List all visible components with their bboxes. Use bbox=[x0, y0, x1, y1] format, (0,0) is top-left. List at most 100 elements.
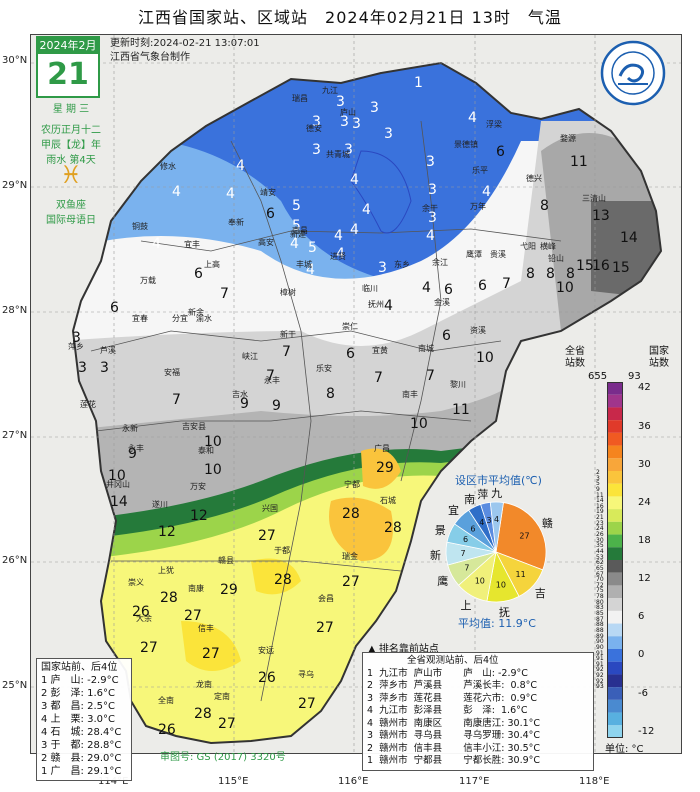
city-label: 乐安 bbox=[316, 364, 332, 373]
legend-tick: 6 bbox=[638, 611, 645, 623]
legend-tick: 0 bbox=[638, 649, 645, 661]
city-label: 永新 bbox=[122, 424, 138, 433]
city-label: 南康 bbox=[188, 584, 204, 593]
legend-color-step bbox=[607, 432, 623, 446]
national-rank-row: 1 广 昌: 29.1°C bbox=[41, 766, 122, 777]
legend-count: 88 bbox=[596, 626, 604, 634]
calendar-month: 2024年2月 bbox=[38, 38, 98, 54]
city-label: 宜黄 bbox=[372, 346, 388, 355]
national-rank-row: 4 上 栗: 3.0°C bbox=[41, 714, 115, 725]
temperature-value: 10 bbox=[108, 468, 126, 484]
temperature-value: 3 bbox=[370, 100, 379, 116]
city-label: 全南 bbox=[158, 696, 174, 705]
city-label: 会昌 bbox=[318, 594, 334, 603]
legend-color-step bbox=[607, 407, 623, 421]
calendar-day: 21 bbox=[47, 57, 89, 92]
temperature-value: 15 bbox=[576, 258, 594, 274]
weekday: 星 期 三 bbox=[52, 104, 90, 115]
temperature-value: 27 bbox=[298, 696, 316, 712]
pie-city-label: 景 bbox=[434, 523, 446, 537]
pie-slice-value: 3 bbox=[486, 516, 491, 525]
city-label: 万年 bbox=[470, 202, 486, 211]
province-rank-row: 4 赣州市 南康区 南康唐江: 30.1°C bbox=[367, 717, 541, 729]
pie-slice-value: 4 bbox=[494, 515, 499, 524]
province-rank-row: 1 九江市 庐山市 庐 山: -2.9°C bbox=[367, 667, 528, 679]
city-label: 萍乡 bbox=[68, 342, 84, 351]
province-rank-row: 3 赣州市 寻乌县 寻乌罗珊: 30.4°C bbox=[367, 730, 541, 741]
city-label: 宁都 bbox=[344, 480, 360, 489]
city-label: 三清山 bbox=[582, 194, 606, 203]
temperature-value: 28 bbox=[194, 706, 212, 722]
legend-color-bar bbox=[607, 382, 623, 738]
city-label: 广昌 bbox=[374, 444, 390, 453]
temperature-value: 16 bbox=[592, 258, 610, 274]
temperature-map[interactable] bbox=[30, 34, 682, 754]
city-label: 靖安 bbox=[260, 188, 276, 197]
legend-count: 75 bbox=[596, 587, 604, 595]
city-label: 樟树 bbox=[280, 288, 296, 297]
temperature-value: 3 bbox=[100, 360, 109, 376]
temperature-value: 3 bbox=[378, 260, 387, 276]
temperature-value: 4 bbox=[334, 228, 343, 244]
province-rank-row: 2 赣州市 信丰县 信丰小江: 30.5°C bbox=[367, 742, 541, 754]
legend-tick: 36 bbox=[638, 420, 651, 432]
city-label: 上高 bbox=[204, 260, 220, 269]
city-label: 九江 bbox=[322, 86, 338, 95]
lon-label: 116°E bbox=[338, 776, 369, 787]
legend-color-step bbox=[607, 687, 623, 700]
legend-tick: 24 bbox=[638, 496, 651, 508]
producer: 江西省气象台制作 bbox=[110, 52, 190, 63]
temperature-value: 3 bbox=[336, 94, 345, 110]
temperature-value: 4 bbox=[226, 186, 235, 202]
city-label: 新建 bbox=[290, 230, 306, 239]
lunar-date: 农历正月十二 bbox=[41, 125, 101, 136]
national-box-title: 国家站前、后4位 bbox=[41, 662, 118, 673]
legend-tick: -12 bbox=[638, 725, 655, 737]
temperature-value: 7 bbox=[172, 392, 181, 408]
city-label: 遂川 bbox=[152, 500, 168, 509]
city-label: 瑞金 bbox=[342, 552, 358, 561]
pie-title: 设区市平均值(℃) bbox=[455, 474, 542, 487]
lat-label: 26°N bbox=[2, 555, 28, 566]
legend-count: 5 bbox=[596, 480, 600, 488]
pie-slice-value: 10 bbox=[496, 581, 506, 590]
national-rank-row: 1 庐 山: -2.9°C bbox=[41, 675, 119, 686]
city-label: 共青城 bbox=[326, 150, 350, 159]
legend-count: 30 bbox=[596, 536, 604, 544]
city-label: 大余 bbox=[136, 614, 152, 623]
city-label: 余江 bbox=[432, 258, 448, 267]
legend-count: 9 bbox=[596, 485, 600, 493]
pie-city-label: 吉 bbox=[534, 586, 546, 600]
temperature-value: 6 bbox=[444, 282, 453, 298]
temperature-value: 28 bbox=[384, 520, 402, 536]
temperature-value: 28 bbox=[160, 590, 178, 606]
national-rank-row: 3 于 都: 28.8°C bbox=[41, 740, 122, 751]
province-box-title: 全省观测站前、后4位 bbox=[407, 655, 499, 666]
legend-count: 19 bbox=[596, 508, 604, 516]
temperature-value: 29 bbox=[376, 460, 394, 476]
legend-color-step bbox=[607, 521, 623, 535]
national-rank-row: 2 彭 泽: 1.6°C bbox=[41, 688, 115, 699]
city-label: 泰和 bbox=[198, 446, 214, 455]
temperature-value: 3 bbox=[426, 154, 435, 170]
city-label: 鹰潭 bbox=[466, 250, 482, 259]
temperature-value: 4 bbox=[468, 110, 477, 126]
temperature-value: 4 bbox=[290, 236, 299, 252]
legend-color-step bbox=[607, 699, 623, 713]
city-label: 吉水 bbox=[232, 390, 248, 399]
legend-count: 21 bbox=[596, 514, 604, 522]
pie-slice-value: 6 bbox=[463, 535, 468, 544]
legend-count: 87 bbox=[596, 615, 604, 623]
legend-count: 3 bbox=[596, 474, 600, 482]
legend-color-step bbox=[607, 661, 623, 675]
legend-head-all-text: 全省 站数 bbox=[565, 346, 585, 369]
city-label: 于都 bbox=[274, 546, 290, 555]
legend-count: 65 bbox=[596, 564, 604, 572]
pie-slice-value: 6 bbox=[470, 524, 475, 533]
city-label: 弋阳 bbox=[520, 242, 536, 251]
legend-color-step bbox=[607, 547, 623, 560]
legend-color-step bbox=[607, 471, 623, 484]
temperature-value: 7 bbox=[282, 344, 291, 360]
city-label: 安福 bbox=[164, 368, 180, 377]
city-label: 余干 bbox=[422, 204, 438, 213]
